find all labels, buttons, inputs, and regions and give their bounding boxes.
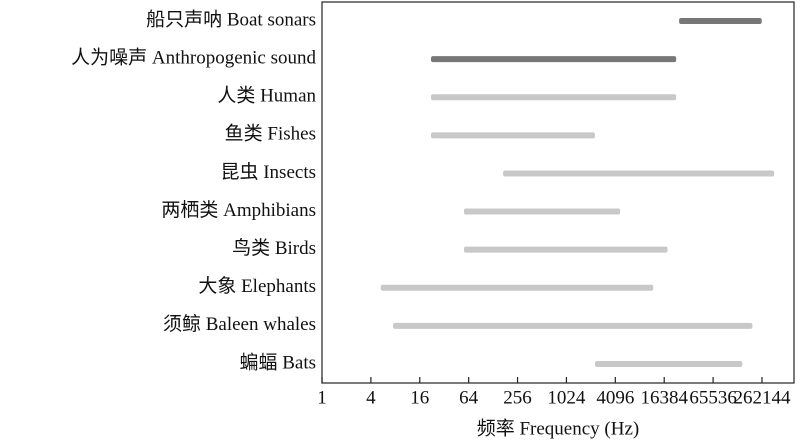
x-tick-label: 16: [410, 387, 429, 408]
range-bar: [393, 322, 753, 329]
y-tick-label: 人为噪声 Anthropogenic sound: [71, 47, 316, 69]
range-bar: [380, 284, 654, 291]
range-bar: [594, 360, 743, 367]
x-tick-label: 1: [317, 387, 327, 408]
y-tick-label: 昆虫 Insects: [220, 161, 316, 183]
y-tick-label: 鱼类 Fishes: [225, 123, 316, 145]
x-tick-label: 1024: [547, 387, 586, 408]
x-axis-label: 频率 Frequency (Hz): [477, 417, 640, 439]
y-tick-label: 人类 Human: [217, 85, 316, 107]
x-tick-label: 256: [503, 387, 532, 408]
x-tick-label: 4096: [596, 387, 634, 408]
x-tick-label: 262144: [733, 387, 791, 408]
plot-frame: [321, 1, 795, 384]
x-tick-label: 16384: [640, 387, 688, 408]
range-bar: [679, 18, 762, 25]
y-tick-label: 蝙蝠 Bats: [239, 351, 316, 373]
range-bar: [503, 170, 775, 177]
y-tick-label: 须鲸 Baleen whales: [163, 313, 316, 335]
range-bar: [463, 246, 668, 253]
y-tick-label: 大象 Elephants: [198, 275, 316, 297]
range-bar: [463, 208, 621, 215]
x-tick-label: 64: [459, 387, 479, 408]
y-tick-label: 鸟类 Birds: [232, 237, 316, 259]
range-bar: [431, 94, 677, 101]
y-tick-label: 船只声呐 Boat sonars: [146, 8, 316, 30]
y-tick-label: 两栖类 Amphibians: [161, 199, 316, 221]
range-bar: [431, 132, 595, 139]
x-tick-label: 65536: [689, 387, 737, 408]
x-tick-label: 4: [366, 387, 376, 408]
range-bar: [431, 56, 677, 63]
